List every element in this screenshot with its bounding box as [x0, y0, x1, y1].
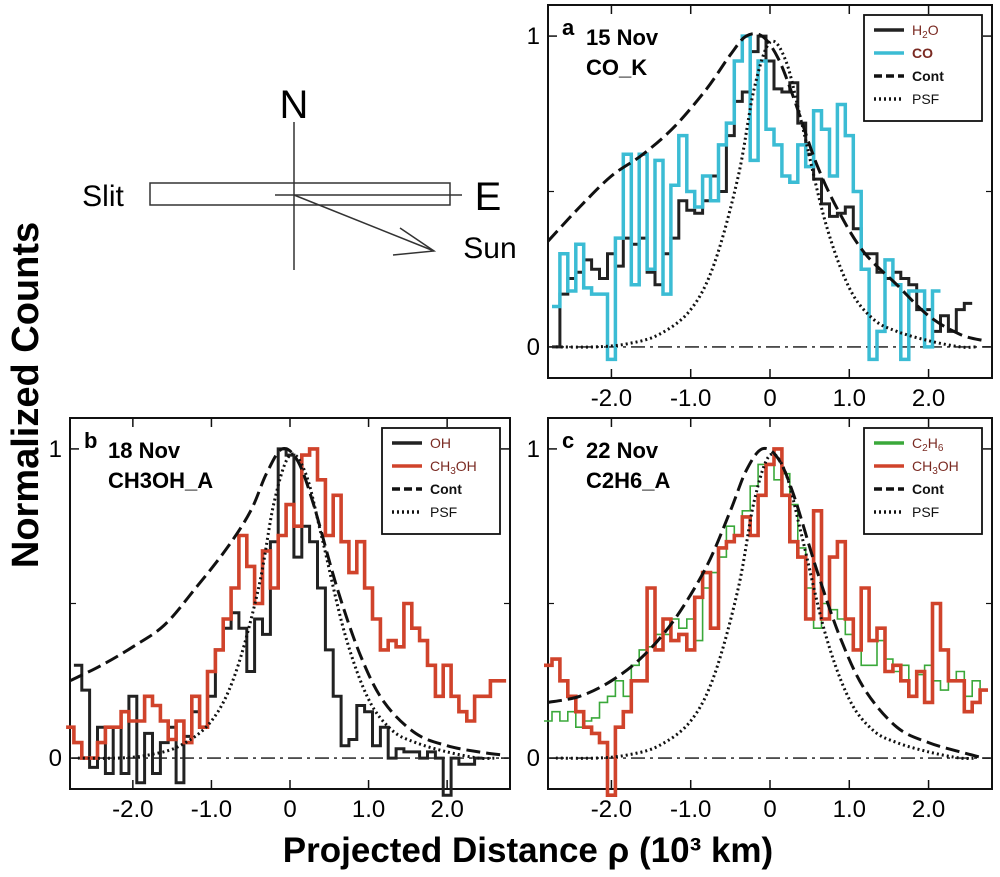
east-label: E — [475, 175, 502, 219]
panel-a-title: 15 Nov — [586, 25, 659, 50]
legend-label: Cont — [912, 481, 944, 497]
x-tick-label: 2.0 — [912, 796, 945, 823]
compass-diagram: N E Slit Sun — [82, 83, 517, 270]
panel-a-title: CO_K — [586, 55, 647, 80]
panel-b-legend: OH CH3OH Cont PSF — [381, 427, 501, 535]
x-tick-label: 0 — [763, 385, 776, 412]
y-tick-label: 0 — [49, 745, 62, 772]
panel-a-series-cont — [546, 32, 985, 343]
legend-label: H2O — [912, 22, 939, 41]
legend-box — [381, 427, 501, 535]
panel-b-series-cont — [69, 446, 503, 757]
y-axis-label: Normalized Counts — [5, 222, 47, 568]
panel-a-letter: a — [562, 15, 575, 40]
legend-label: CH3OH — [430, 458, 477, 477]
panel-c-series-cont — [547, 446, 985, 760]
panel-c-title: C2H6_A — [586, 468, 670, 493]
legend-label: Cont — [430, 481, 462, 497]
panel-c-letter: c — [562, 428, 574, 453]
legend-label: PSF — [912, 91, 939, 107]
y-tick-label: 1 — [527, 23, 540, 50]
legend-label: CH3OH — [912, 458, 959, 477]
panel-a-series-h2o — [552, 34, 973, 349]
panel-b-title: CH3OH_A — [108, 468, 213, 493]
x-axis-label: Projected Distance ρ (10³ km) — [283, 831, 773, 870]
x-tick-label: -2.0 — [591, 385, 632, 412]
legend-label: Cont — [912, 68, 944, 84]
legend-label: OH — [430, 435, 451, 451]
legend-box — [863, 14, 983, 122]
x-tick-label: 0 — [763, 796, 776, 823]
x-tick-label: 1.0 — [833, 385, 866, 412]
y-tick-label: 1 — [49, 436, 62, 463]
sun-arrow — [293, 194, 435, 252]
x-tick-label: 1.0 — [833, 796, 866, 823]
panel-c-legend: C2H6 CH3OH Cont PSF — [863, 427, 983, 535]
panel-c-title: 22 Nov — [586, 438, 659, 463]
north-label: N — [280, 83, 309, 127]
x-tick-label: -1.0 — [670, 796, 711, 823]
panel-b: -2.0 -1.0 0 1.0 2.0 0 1 b 18 Nov CH3OH_A OH CH3OH Co… — [49, 417, 511, 823]
panel-a: -2.0 -1.0 0 1.0 2.0 0 1 a 15 Nov CO_K H2O CO Cont PSF — [527, 4, 993, 412]
panel-b-series-oh — [73, 447, 483, 797]
slit-label: Slit — [82, 180, 124, 213]
legend-label: C2H6 — [912, 435, 944, 454]
y-tick-label: 0 — [527, 334, 540, 361]
y-tick-label: 0 — [527, 745, 540, 772]
panel-c: -2.0 -1.0 0 1.0 2.001 c 22 NovC2H6_AC2H6CH3OHC… — [527, 417, 993, 823]
panel-b-series-psf — [77, 452, 495, 761]
slit-rect — [149, 182, 451, 206]
legend-label: PSF — [430, 504, 457, 520]
x-tick-label: -1.0 — [670, 385, 711, 412]
sun-arrowhead — [392, 227, 437, 256]
legend-label: PSF — [912, 504, 939, 520]
x-tick-label: 2.0 — [912, 385, 945, 412]
y-tick-label: 1 — [527, 436, 540, 463]
panel-b-series-ch3oh — [66, 447, 507, 760]
x-tick-label: 1.0 — [352, 796, 385, 823]
x-tick-label: 2.0 — [430, 796, 463, 823]
panel-a-series-psf — [555, 39, 977, 349]
panel-b-letter: b — [84, 428, 97, 453]
x-tick-label: 0 — [283, 796, 296, 823]
panel-c-series-ch3oh — [544, 447, 988, 797]
legend-label: CO — [912, 45, 933, 61]
x-tick-label: -2.0 — [591, 796, 632, 823]
sun-label: Sun — [463, 232, 516, 265]
panel-a-legend: H2O CO Cont PSF — [863, 14, 983, 122]
x-tick-label: -1.0 — [191, 796, 232, 823]
x-tick-label: -2.0 — [112, 796, 153, 823]
panel-b-title: 18 Nov — [108, 438, 181, 463]
legend-box — [863, 427, 983, 535]
